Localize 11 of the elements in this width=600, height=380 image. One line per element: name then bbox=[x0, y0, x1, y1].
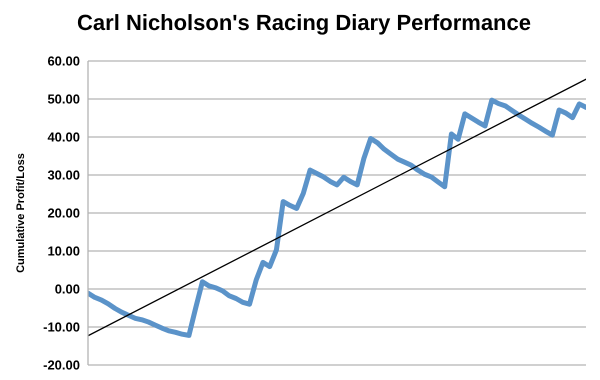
y-tick-label: 0.00 bbox=[54, 282, 80, 297]
y-tick-label: 60.00 bbox=[47, 54, 80, 69]
y-tick-label: 30.00 bbox=[47, 168, 80, 183]
y-tick-label: 20.00 bbox=[47, 206, 80, 221]
y-tick-label: -10.00 bbox=[43, 320, 80, 335]
y-tick-label: -20.00 bbox=[43, 358, 80, 373]
y-tick-label: 50.00 bbox=[47, 92, 80, 107]
y-tick-label: 10.00 bbox=[47, 244, 80, 259]
y-axis-title: Cumulative Profit/Loss bbox=[14, 153, 27, 273]
y-tick-label: 40.00 bbox=[47, 130, 80, 145]
chart-title: Carl Nicholson's Racing Diary Performance bbox=[76, 10, 532, 36]
